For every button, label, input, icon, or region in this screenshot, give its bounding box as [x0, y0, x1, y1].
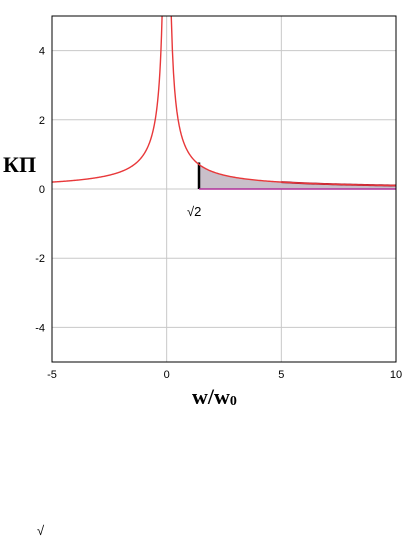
shaded-area-fill — [199, 164, 396, 189]
curve-branch-right — [170, 15, 397, 187]
y-tick-labels: 4 2 0 -2 -4 — [35, 46, 45, 335]
curve-series — [51, 15, 397, 187]
x-tick-label-3: 10 — [390, 369, 402, 381]
x-tick-labels: -5 0 5 10 — [47, 369, 402, 381]
y-tick-label-1: 2 — [39, 115, 45, 127]
sqrt2-annotation: √2 — [187, 204, 201, 219]
y-tick-label-3: -2 — [35, 253, 45, 265]
y-tick-label-4: -4 — [35, 322, 45, 334]
x-tick-label-2: 5 — [278, 369, 284, 381]
x-tick-label-0: -5 — [47, 369, 57, 381]
y-tick-label-0: 4 — [39, 46, 45, 58]
plot-frame — [51, 15, 397, 363]
curve-branch-left — [51, 15, 163, 183]
x-tick-label-1: 0 — [164, 369, 170, 381]
x-axis-label: w/w0 — [192, 384, 237, 409]
footer-sqrt-glyph: √ — [37, 523, 45, 538]
y-tick-label-2: 0 — [39, 184, 45, 196]
y-axis-label: КП — [3, 152, 36, 177]
plot-frame-rect — [51, 15, 397, 363]
x-axis-label-main: w/w — [192, 384, 230, 409]
x-axis-label-subscript: 0 — [230, 394, 237, 409]
